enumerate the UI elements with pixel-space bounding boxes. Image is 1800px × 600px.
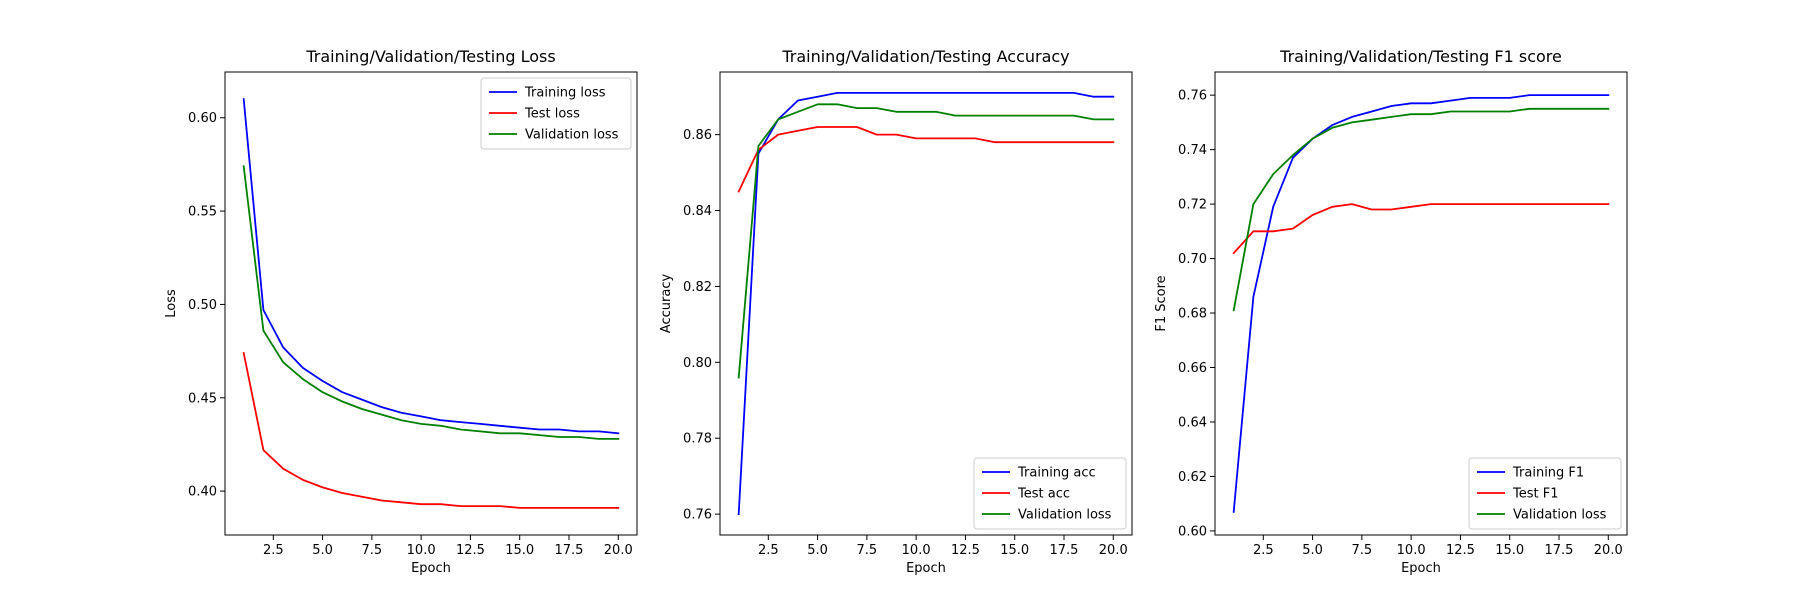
x-tick-label: 12.5 <box>951 543 980 558</box>
legend-label: Test F1 <box>1512 487 1558 502</box>
legend-label: Test loss <box>524 107 580 122</box>
y-tick-label: 0.64 <box>1178 415 1207 430</box>
x-tick-label: 20.0 <box>1099 543 1128 558</box>
series-line-2 <box>242 351 620 509</box>
series-line-2 <box>737 126 1115 193</box>
chart-title: Training/Validation/Testing F1 score <box>1279 47 1562 66</box>
x-tick-label: 2.5 <box>758 543 779 558</box>
y-axis-label: Loss <box>164 289 179 318</box>
y-tick-label: 0.70 <box>1178 252 1207 267</box>
x-tick-label: 20.0 <box>1594 543 1623 558</box>
x-tick-label: 5.0 <box>1302 543 1323 558</box>
legend-label: Test acc <box>1017 487 1070 502</box>
series-line-1 <box>737 92 1115 516</box>
series-line-1 <box>1232 94 1610 513</box>
y-tick-label: 0.60 <box>188 111 217 126</box>
x-tick-label: 17.5 <box>555 543 584 558</box>
y-tick-label: 0.60 <box>1178 524 1207 539</box>
legend: Training acc Test acc Validation loss <box>973 457 1127 530</box>
chart-panel-2: Training/Validation/Testing Accuracy 2.5 5… <box>659 47 1133 576</box>
y-tick-label: 0.86 <box>683 128 712 143</box>
y-tick-label: 0.55 <box>188 205 217 220</box>
y-tick-label: 0.40 <box>188 485 217 500</box>
legend: Training F1 Test F1 Validation loss <box>1468 457 1622 530</box>
series-line-3 <box>737 103 1115 379</box>
legend-box <box>1468 457 1622 530</box>
x-tick-label: 20.0 <box>604 543 633 558</box>
series-line-3 <box>1232 107 1610 312</box>
y-tick-label: 0.76 <box>683 508 712 523</box>
y-tick-label: 0.84 <box>683 204 712 219</box>
plot-area-frame <box>719 71 1133 536</box>
x-tick-label: 7.5 <box>1352 543 1373 558</box>
y-tick-label: 0.82 <box>683 280 712 295</box>
x-tick-label: 5.0 <box>312 543 333 558</box>
x-tick-label: 15.0 <box>1000 543 1029 558</box>
x-tick-label: 10.0 <box>407 543 436 558</box>
series-line-2 <box>1232 203 1610 255</box>
chart-title: Training/Validation/Testing Accuracy <box>781 47 1069 66</box>
series-line-1 <box>242 98 620 435</box>
x-tick-label: 17.5 <box>1545 543 1574 558</box>
x-axis-label: Epoch <box>1401 561 1441 576</box>
y-tick-label: 0.45 <box>188 391 217 406</box>
y-tick-label: 0.78 <box>683 432 712 447</box>
y-tick-label: 0.74 <box>1178 143 1207 158</box>
legend-label: Validation loss <box>1513 508 1607 523</box>
x-tick-label: 12.5 <box>456 543 485 558</box>
x-tick-label: 10.0 <box>1397 543 1426 558</box>
x-axis-label: Epoch <box>411 561 451 576</box>
chart-panel-3: Training/Validation/Testing F1 score 2.5 5… <box>1154 47 1628 576</box>
x-tick-label: 15.0 <box>505 543 534 558</box>
y-tick-label: 0.68 <box>1178 307 1207 322</box>
y-axis-label: F1 Score <box>1154 275 1169 331</box>
legend: Training loss Test loss Validation loss <box>480 77 632 150</box>
y-tick-label: 0.76 <box>1178 89 1207 104</box>
plot-area-frame <box>224 71 638 536</box>
plot-area-frame <box>1214 71 1628 536</box>
x-axis-label: Epoch <box>906 561 946 576</box>
x-tick-label: 10.0 <box>902 543 931 558</box>
legend-label: Validation loss <box>525 128 619 143</box>
legend-label: Training loss <box>524 86 606 101</box>
y-axis-label: Accuracy <box>659 274 674 334</box>
x-tick-label: 12.5 <box>1446 543 1475 558</box>
chart-title: Training/Validation/Testing Loss <box>305 47 555 66</box>
legend-label: Validation loss <box>1018 508 1112 523</box>
x-tick-label: 2.5 <box>1253 543 1274 558</box>
x-tick-label: 17.5 <box>1050 543 1079 558</box>
legend-box <box>973 457 1127 530</box>
y-tick-label: 0.62 <box>1178 470 1207 485</box>
legend-label: Training acc <box>1017 466 1096 481</box>
legend-label: Training F1 <box>1512 466 1584 481</box>
y-tick-label: 0.72 <box>1178 198 1207 213</box>
series-line-3 <box>242 165 620 440</box>
x-tick-label: 5.0 <box>807 543 828 558</box>
x-tick-label: 7.5 <box>857 543 878 558</box>
x-tick-label: 7.5 <box>362 543 383 558</box>
chart-panel-1: Training/Validation/Testing Loss 2.5 5.0 7.… <box>164 47 638 576</box>
y-tick-label: 0.66 <box>1178 361 1207 376</box>
y-tick-label: 0.50 <box>188 298 217 313</box>
x-tick-label: 15.0 <box>1495 543 1524 558</box>
y-tick-label: 0.80 <box>683 356 712 371</box>
legend-box <box>480 77 632 150</box>
x-tick-label: 2.5 <box>263 543 284 558</box>
